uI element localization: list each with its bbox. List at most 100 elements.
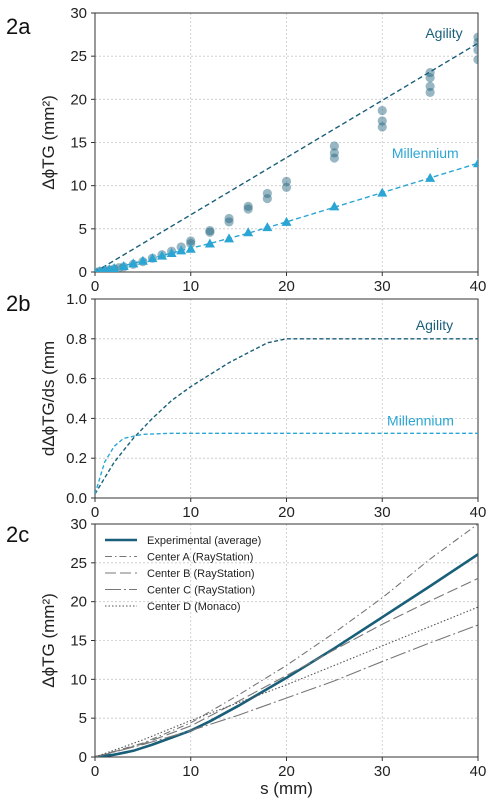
panel-label: 2c	[6, 522, 29, 547]
y-tick-label: 0	[79, 749, 87, 766]
annotation-agility: Agility	[416, 317, 453, 333]
data-point-millennium	[166, 248, 177, 258]
data-point-agility	[243, 201, 253, 211]
y-axis-label: ΔϕTG (mm²)	[39, 95, 58, 190]
data-point-agility	[186, 238, 196, 249]
legend-label: Center D (Monaco)	[147, 601, 241, 613]
data-point-agility	[329, 141, 339, 151]
data-point-millennium	[157, 250, 168, 260]
legend-label: Experimental (average)	[147, 535, 261, 547]
chart-panel-2b: 0 10 20 30 40 0.0 0.2 0.4 0.6 0.8 1.0 2b dΔϕTG/ds (m…	[6, 291, 486, 521]
data-point-millennium	[224, 233, 235, 243]
y-axis-label: ΔϕTG (mm²)	[39, 593, 58, 688]
series-line-experimental-average	[95, 553, 478, 757]
data-point-agility	[186, 236, 196, 246]
y-tick-label: 25	[70, 48, 87, 65]
data-point-agility	[329, 153, 339, 163]
y-tick-label: 20	[70, 594, 87, 611]
data-layer	[95, 524, 478, 757]
x-tick-label: 30	[374, 763, 391, 780]
data-point-millennium	[147, 253, 158, 263]
data-point-agility	[473, 45, 478, 55]
data-point-agility	[224, 213, 234, 224]
y-tick-label: 1.0	[66, 291, 87, 308]
data-point-millennium	[128, 258, 139, 268]
data-point-agility	[425, 73, 435, 83]
y-tick-label: 10	[70, 178, 87, 195]
y-tick-label: 30	[70, 5, 87, 22]
data-point-millennium	[377, 187, 388, 197]
series-line-center-c-raystation	[95, 624, 478, 757]
data-point-millennium	[137, 255, 148, 265]
y-tick-label: 10	[70, 671, 87, 688]
data-point-millennium	[262, 222, 273, 232]
data-point-agility	[425, 87, 435, 98]
annotation-millennium: Millennium	[387, 412, 454, 428]
data-point-agility	[425, 67, 435, 78]
data-point-agility	[281, 176, 292, 186]
y-tick-label: 15	[70, 633, 87, 650]
y-tick-label: 0.6	[66, 371, 87, 388]
x-tick-label: 10	[182, 504, 199, 521]
series-line-center-b-raystation	[95, 577, 478, 757]
data-point-millennium	[185, 243, 196, 253]
y-tick-label: 0.0	[66, 490, 87, 507]
x-tick-label: 30	[374, 504, 391, 521]
y-tick-label: 5	[79, 710, 87, 727]
data-point-agility	[377, 116, 387, 126]
y-tick-label: 0	[79, 264, 87, 281]
data-point-agility	[425, 81, 435, 91]
data-point-agility	[329, 148, 339, 158]
x-tick-label: 20	[278, 763, 295, 780]
data-point-millennium	[425, 172, 436, 182]
x-axis-label: s (mm)	[260, 779, 313, 798]
x-tick-label: 0	[91, 278, 99, 295]
y-tick-label: 30	[70, 516, 87, 533]
data-point-agility	[377, 105, 387, 116]
x-tick-label: 0	[91, 504, 99, 521]
legend-label: Center C (RayStation)	[147, 585, 255, 597]
x-tick-label: 40	[470, 763, 487, 780]
data-point-agility	[205, 227, 215, 237]
x-tick-label: 20	[278, 504, 295, 521]
y-tick-label: 20	[70, 91, 87, 108]
data-point-millennium	[96, 266, 104, 272]
data-point-agility	[473, 37, 478, 47]
data-point-agility	[377, 122, 387, 132]
data-point-agility	[262, 194, 272, 204]
data-point-millennium	[176, 245, 187, 255]
y-tick-label: 25	[70, 555, 87, 572]
y-axis-label: dΔϕTG/ds (mm	[39, 341, 58, 456]
x-tick-label: 0	[91, 763, 99, 780]
data-point-millennium	[118, 260, 129, 270]
data-layer	[95, 32, 478, 272]
chart-panel-2a: 0 10 20 30 40 0 5 10 15 20 25 30 2a ΔϕTG (mm²) Agility…	[6, 5, 486, 295]
y-tick-label: 0.4	[66, 410, 87, 427]
data-point-millennium	[109, 263, 120, 272]
x-tick-label: 20	[278, 278, 295, 295]
data-point-millennium	[473, 158, 478, 168]
data-point-millennium	[243, 227, 254, 237]
panel-label: 2b	[6, 291, 30, 316]
series-line-center-a-raystation	[95, 524, 478, 757]
data-point-millennium	[95, 267, 98, 272]
data-point-millennium	[329, 201, 340, 211]
x-tick-label: 40	[470, 278, 487, 295]
annotation-agility: Agility	[425, 25, 462, 41]
y-tick-label: 0.2	[66, 450, 87, 467]
fit-line-agility	[95, 42, 478, 272]
data-point-millennium	[204, 238, 215, 248]
series-line-agility	[95, 338, 478, 495]
series-line-millennium	[95, 432, 478, 495]
legend-label: Center A (RayStation)	[147, 552, 253, 564]
x-tick-label: 40	[470, 504, 487, 521]
y-tick-label: 0.8	[66, 331, 87, 348]
data-layer	[95, 338, 478, 495]
y-tick-label: 5	[79, 221, 87, 238]
data-point-agility	[281, 182, 292, 192]
x-tick-label: 10	[182, 763, 199, 780]
data-point-agility	[473, 32, 478, 42]
data-point-millennium	[281, 216, 292, 226]
data-point-agility	[262, 188, 272, 199]
